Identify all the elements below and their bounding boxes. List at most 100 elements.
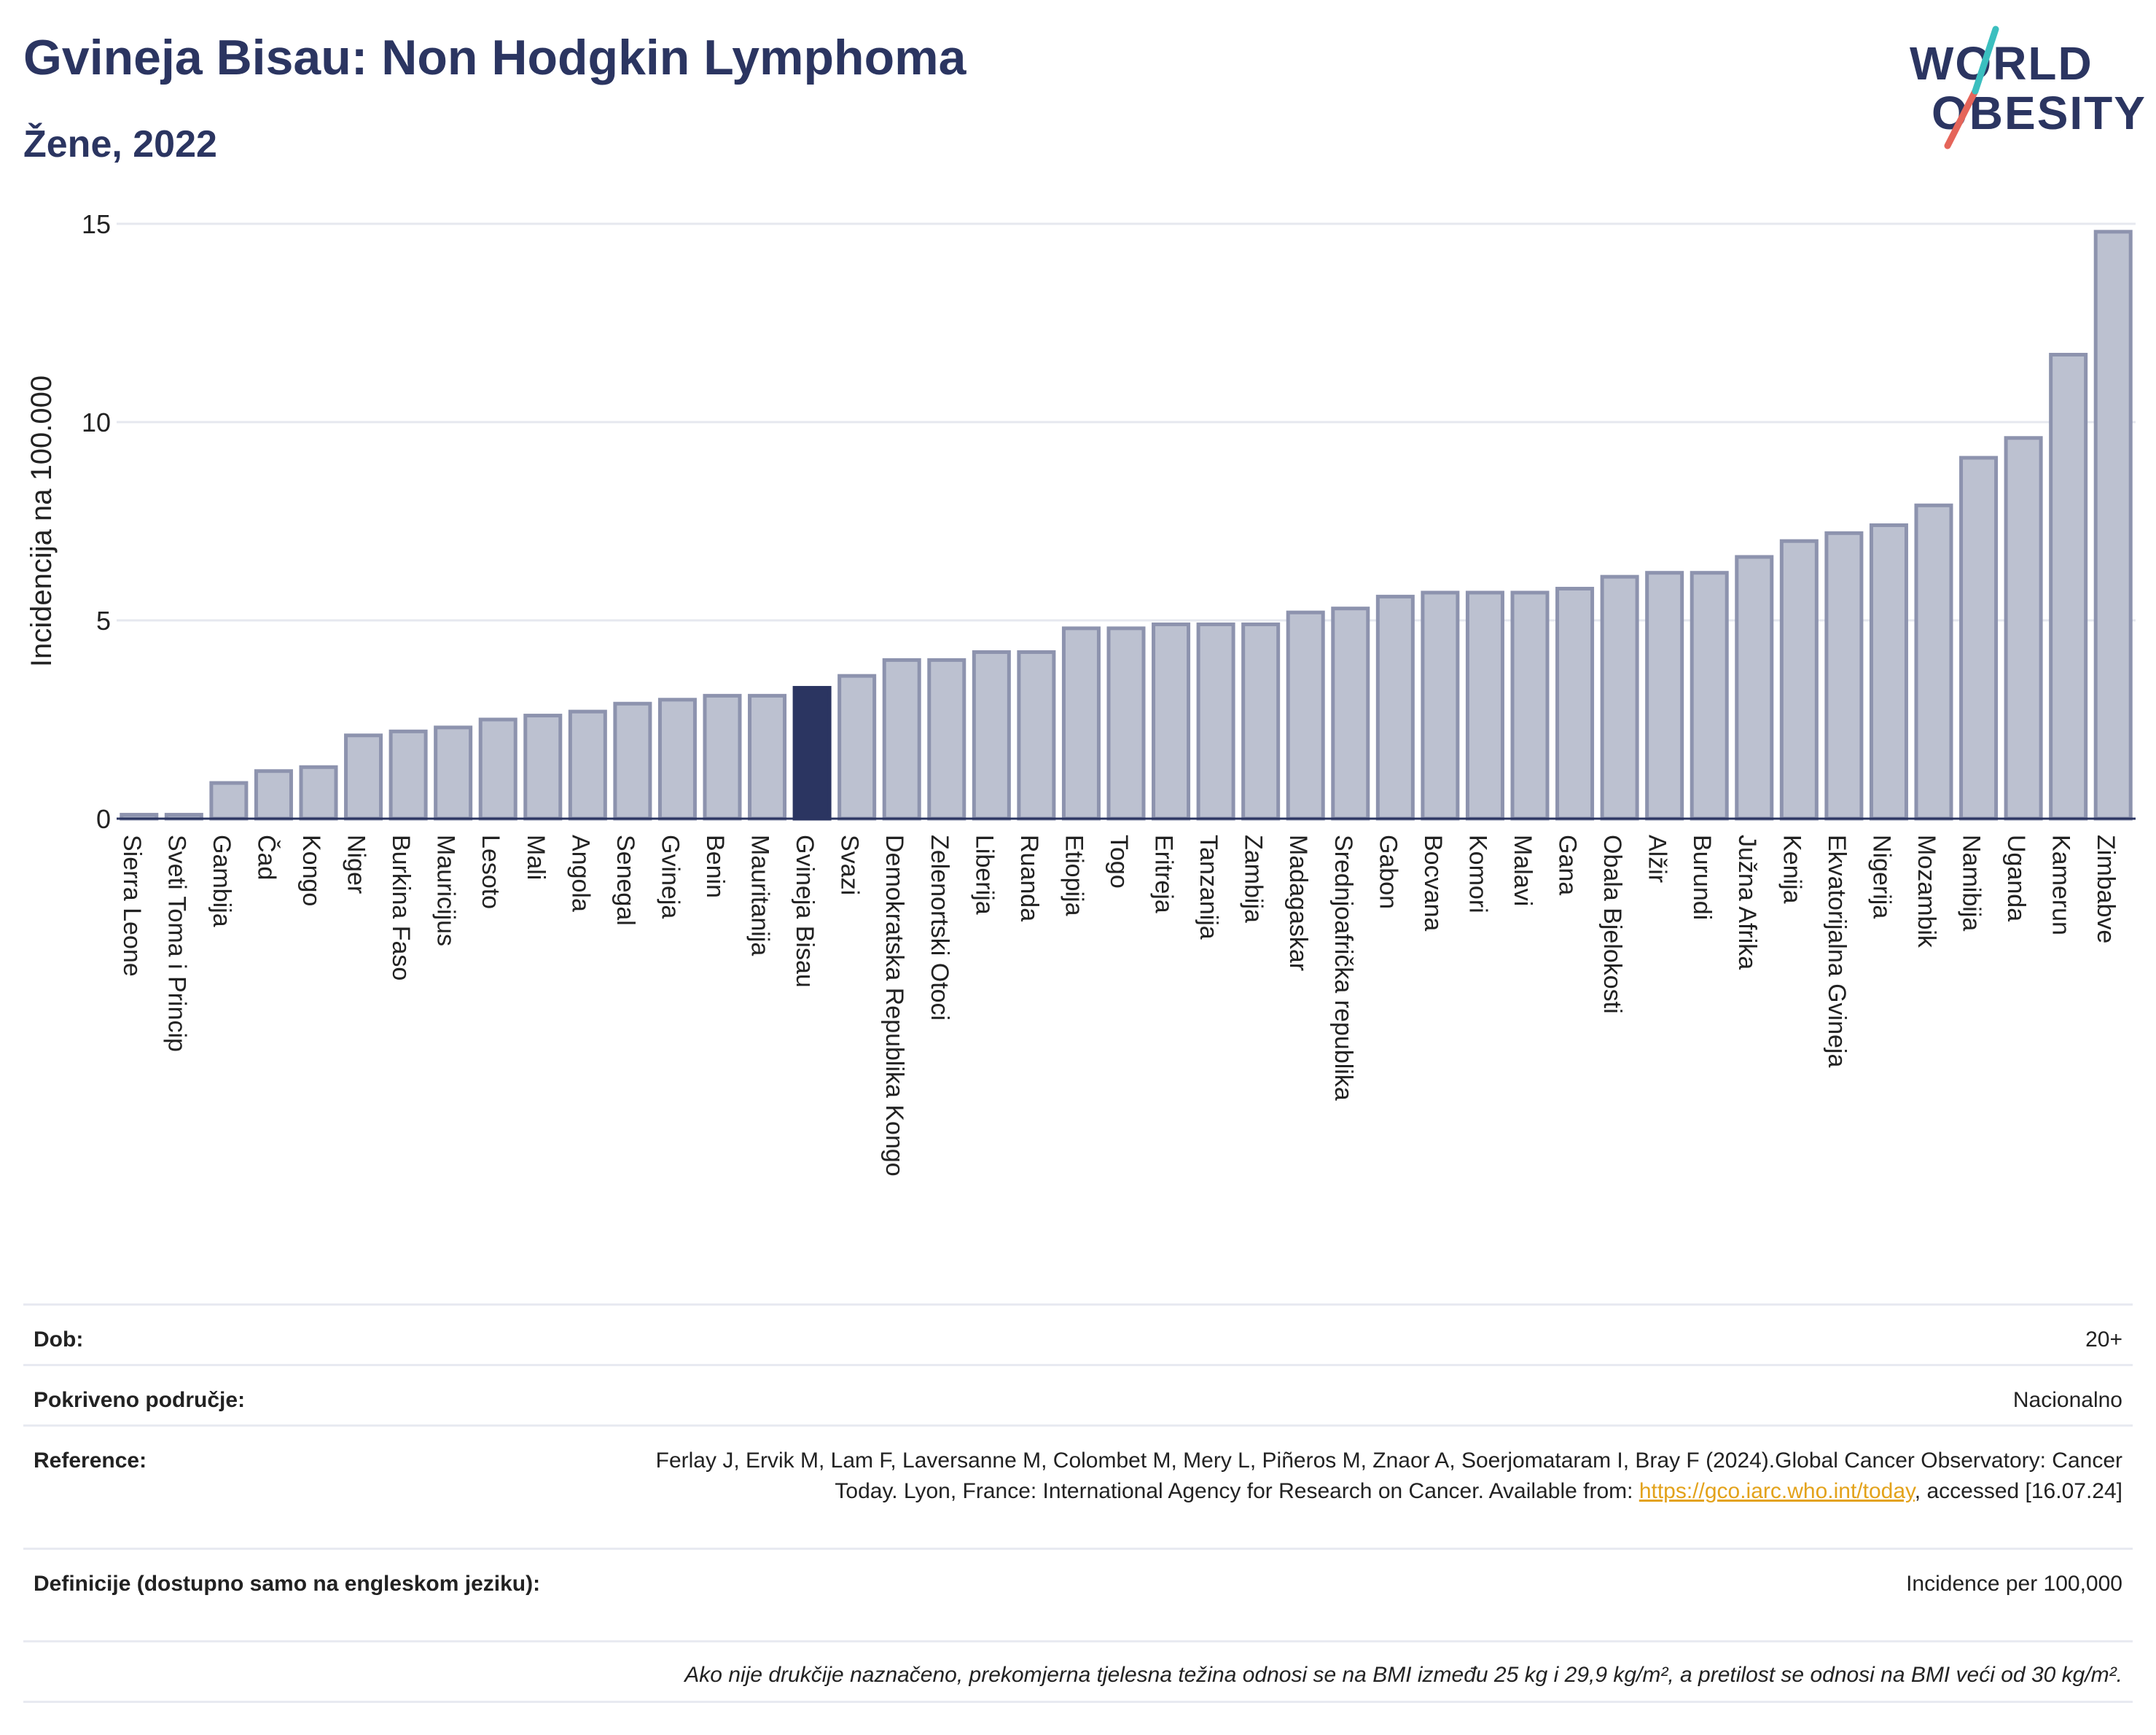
- bar: [1824, 531, 1864, 821]
- definitions-label: Definicije (dostupno samo na engleskom j…: [34, 1572, 541, 1596]
- bar: [1735, 555, 1774, 821]
- footnote: Ako nije drukčije naznačeno, prekomjerna…: [684, 1663, 2122, 1687]
- x-tick-label: Togo: [1105, 835, 1133, 889]
- definitions-value: Incidence per 100,000: [1906, 1572, 2122, 1596]
- bar: [388, 729, 428, 821]
- x-tick-label: Kenija: [1778, 835, 1805, 904]
- bar: [1241, 622, 1281, 821]
- x-tick-label: Madagaskar: [1284, 835, 1312, 971]
- bar: [1645, 571, 1684, 821]
- x-tick-label: Etiopija: [1060, 835, 1087, 916]
- reference-accessed: , accessed [16.07.24]: [1914, 1479, 2122, 1503]
- x-tick-label: Ruanda: [1015, 835, 1043, 921]
- bar: [1152, 622, 1191, 821]
- x-tick-label: Zambija: [1240, 835, 1268, 923]
- y-tick-label: 10: [82, 408, 111, 437]
- x-tick-label: Čad: [252, 835, 280, 880]
- world-obesity-logo: WORLD OBESITY: [1902, 22, 2145, 153]
- bar-chart: 0 5 10 15 Sierra Leone Sveti Toma i Princip G…: [26, 209, 2136, 1177]
- x-tick-label: Alžir: [1644, 835, 1671, 883]
- x-tick-label: Mauritanija: [746, 835, 774, 956]
- bar: [1914, 503, 1953, 821]
- x-tick-label: Gvineja: [656, 835, 684, 919]
- bar: [703, 693, 742, 821]
- bar: [1465, 590, 1504, 821]
- chart-title: Gvineja Bisau: Non Hodgkin Lymphoma: [23, 30, 966, 85]
- reference-link[interactable]: https://gco.iarc.who.int/today: [1639, 1479, 1915, 1503]
- x-tick-label: Uganda: [2002, 835, 2030, 921]
- bar: [434, 725, 473, 821]
- y-tick-label: 15: [82, 209, 111, 239]
- x-tick-label: Burundi: [1688, 835, 1716, 920]
- reference-label: Reference:: [34, 1449, 147, 1473]
- x-tick-label: Kongo: [297, 835, 325, 906]
- bar: [523, 714, 563, 821]
- bar: [972, 650, 1011, 821]
- reference-value: Ferlay J, Ervik M, Lam F, Laversanne M, …: [628, 1446, 2122, 1507]
- x-tick-label: Gvineja Bisau: [791, 835, 819, 988]
- bar: [837, 674, 877, 821]
- x-tick-label: Srednjoafrička republika: [1329, 835, 1357, 1101]
- y-tick-label: 0: [96, 804, 111, 834]
- meta-row-footnote: Ako nije drukčije naznačeno, prekomjerna…: [23, 1640, 2133, 1703]
- bar: [1869, 523, 1908, 821]
- bar: [1286, 610, 1325, 821]
- bar: [1690, 571, 1729, 821]
- x-tick-label: Malavi: [1509, 835, 1536, 906]
- logo-word-world: WORLD: [1910, 37, 2093, 90]
- logo-slash-icon: [1944, 26, 1999, 149]
- bar: [1555, 586, 1595, 821]
- bar: [613, 701, 652, 821]
- reference-text: Ferlay J, Ervik M, Lam F, Laversanne M, …: [655, 1449, 2122, 1503]
- meta-row-age: Dob: 20+: [23, 1303, 2133, 1364]
- bar: [2049, 353, 2088, 821]
- x-tick-label: Demokratska Republika Kongo: [880, 835, 908, 1177]
- bar: [478, 717, 517, 821]
- x-tick-label: Ekvatorijalna Gvineja: [1823, 835, 1851, 1067]
- metadata-table: Dob: 20+ Pokriveno područje: Nacionalno …: [23, 1303, 2133, 1703]
- bar: [882, 658, 921, 821]
- bar: [299, 765, 338, 821]
- meta-row-coverage: Pokriveno područje: Nacionalno: [23, 1364, 2133, 1424]
- age-value: 20+: [2085, 1327, 2122, 1352]
- x-tick-label: Zimbabve: [2092, 835, 2120, 943]
- bar: [927, 658, 966, 821]
- x-tick-label: Mali: [522, 835, 550, 880]
- bar: [1421, 590, 1460, 821]
- bar: [748, 693, 787, 821]
- x-tick-label: Benin: [701, 835, 729, 898]
- x-tick-label: Senegal: [612, 835, 639, 926]
- bar: [254, 769, 293, 821]
- bar-highlighted: [792, 685, 832, 821]
- meta-row-definitions: Definicije (dostupno samo na engleskom j…: [23, 1548, 2133, 1640]
- y-tick-label: 5: [96, 606, 111, 636]
- age-label: Dob:: [34, 1327, 84, 1352]
- x-tick-label: Nigerija: [1867, 835, 1895, 919]
- x-tick-label: Svazi: [836, 835, 864, 895]
- bar: [1017, 650, 1056, 821]
- bar: [1959, 456, 1999, 821]
- coverage-value: Nacionalno: [2012, 1388, 2122, 1412]
- bar: [209, 781, 249, 821]
- x-tick-label: Obala Bjelokosti: [1598, 835, 1626, 1014]
- x-tick-label: Mozambik: [1913, 835, 1940, 948]
- bar: [1600, 574, 1639, 821]
- x-tick-label: Namibija: [1958, 835, 1985, 931]
- chart-subtitle: Žene, 2022: [23, 123, 217, 165]
- x-tick-label: Gambija: [208, 835, 235, 927]
- x-tick-label: Angola: [566, 835, 594, 912]
- bar: [1779, 539, 1819, 821]
- y-axis-ticks: 0 5 10 15: [82, 209, 111, 834]
- y-axis-title: Incidencija na 100.000: [26, 375, 58, 667]
- bar: [1375, 594, 1415, 821]
- x-tick-label: Sierra Leone: [118, 835, 146, 977]
- x-tick-label: Eritreja: [1150, 835, 1178, 913]
- x-tick-label: Sveti Toma i Princip: [163, 835, 190, 1052]
- bar: [1061, 626, 1101, 821]
- x-tick-label: Mauricijus: [432, 835, 460, 946]
- x-tick-label: Gabon: [1374, 835, 1402, 909]
- bars: [120, 230, 2133, 821]
- bar: [1106, 626, 1146, 821]
- bar: [1331, 607, 1370, 821]
- x-tick-label: Komori: [1464, 835, 1491, 913]
